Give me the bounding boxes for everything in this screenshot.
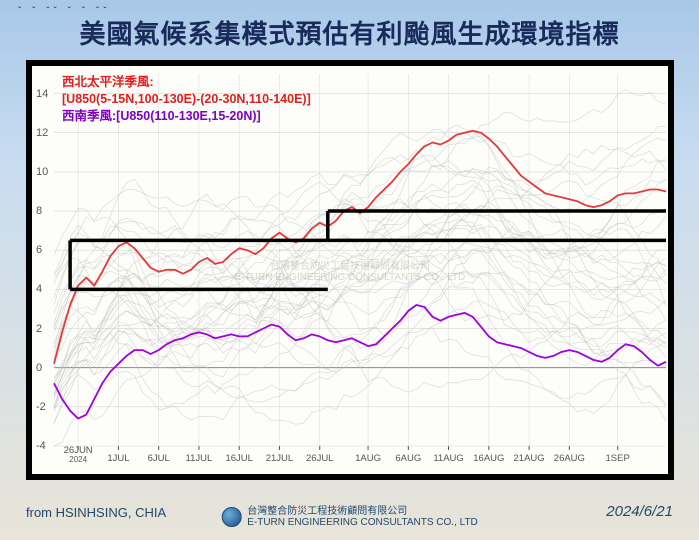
y-tick: 4	[36, 283, 42, 295]
y-tick: 14	[36, 88, 48, 100]
x-tick: 6JUL	[148, 453, 170, 464]
x-tick: 26JUL	[306, 453, 333, 464]
legend: 西北太平洋季風: [U850(5-15N,100-130E)-(20-30N,1…	[62, 74, 311, 125]
x-tick: 6AUG	[395, 453, 421, 464]
company-en: E-TURN ENGINEERING CONSULTANTS CO., LTD	[247, 517, 478, 528]
y-tick: 2	[36, 323, 42, 335]
footer-date: 2024/6/21	[606, 503, 673, 520]
x-tick: 11JUL	[186, 453, 213, 464]
x-tick: 16AUG	[473, 453, 504, 464]
legend-purple: 西南季風:[U850(110-130E,15-20N)]	[62, 108, 311, 125]
x-tick: 1AUG	[355, 453, 381, 464]
x-tick: 21AUG	[514, 453, 545, 464]
x-tick: 1JUL	[107, 453, 129, 464]
x-tick: 26AUG	[554, 453, 585, 464]
footer-from: from HSINHSING, CHIA	[26, 505, 166, 520]
y-tick: 6	[36, 244, 42, 256]
x-tick: 26JUN2024	[64, 445, 93, 464]
y-tick: -2	[36, 401, 46, 413]
y-tick: 0	[36, 362, 42, 374]
legend-red-1: 西北太平洋季風:	[62, 74, 311, 91]
x-tick: 21JUL	[266, 453, 293, 464]
chart-frame: 台灣整合防災工程技術顧問有限公司 E-TURN ENGINEERING CONS…	[26, 60, 674, 480]
page-title: 美國氣候系集模式預估有利颱風生成環境指標	[0, 14, 699, 51]
company-zh: 台灣整合防災工程技術顧問有限公司	[247, 506, 478, 517]
y-tick: 10	[36, 166, 48, 178]
company-logo-icon	[221, 507, 241, 527]
x-tick: 1SEP	[606, 453, 630, 464]
x-tick: 11AUG	[433, 453, 463, 464]
y-tick: 8	[36, 205, 42, 217]
x-tick: 16JUL	[225, 453, 252, 464]
chart-svg	[32, 66, 668, 474]
footer-company: 台灣整合防災工程技術顧問有限公司 E-TURN ENGINEERING CONS…	[221, 506, 478, 528]
y-tick: -4	[36, 440, 46, 452]
legend-red-2: [U850(5-15N,100-130E)-(20-30N,110-140E)]	[62, 91, 311, 108]
y-tick: 12	[36, 127, 48, 139]
